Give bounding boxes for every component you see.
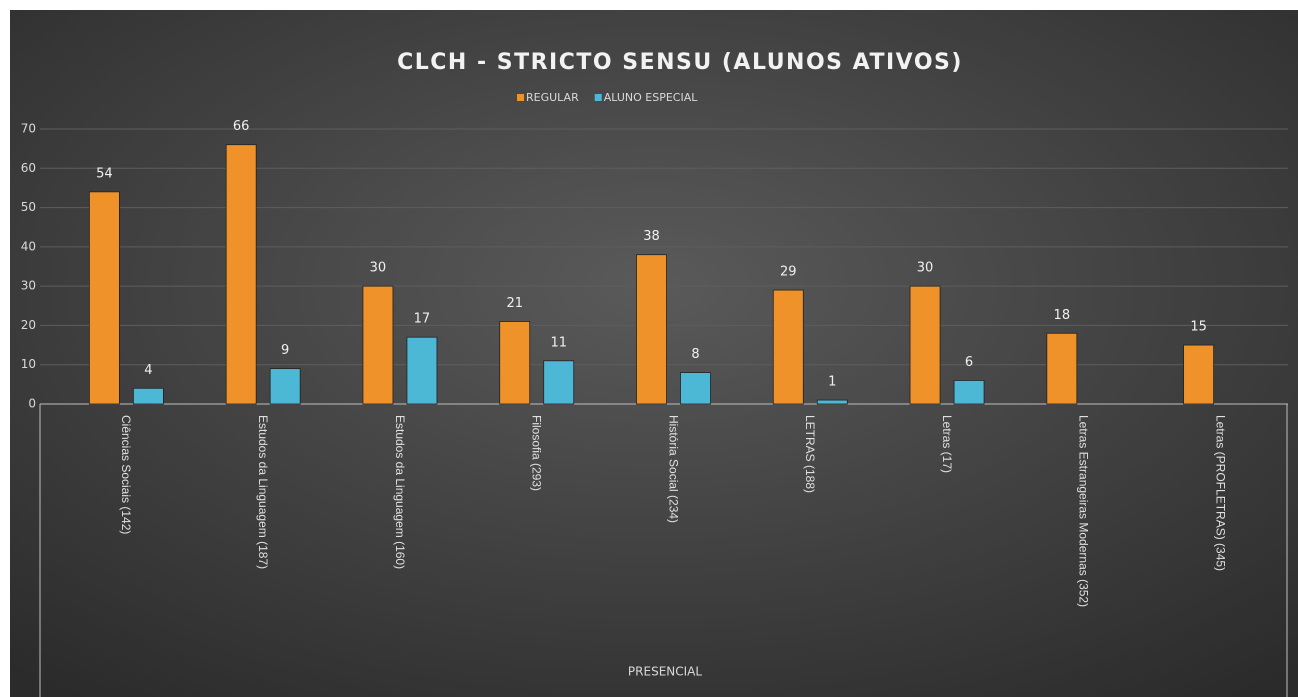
legend-swatch <box>594 94 602 101</box>
bar <box>362 285 394 405</box>
value-label: 29 <box>780 265 797 280</box>
legend-swatch <box>517 94 524 101</box>
bar <box>225 144 257 405</box>
x-tick-label: Estudos da Linguagem (187) <box>256 415 270 569</box>
bar <box>953 380 985 405</box>
x-tick-label: Letras (17) <box>940 415 954 473</box>
value-label: 9 <box>281 343 289 358</box>
bar <box>680 372 711 405</box>
bar <box>499 321 531 405</box>
bar <box>636 254 667 405</box>
bar <box>406 336 438 405</box>
x-tick-label: História Social (234) <box>666 415 680 523</box>
value-label: 1 <box>828 375 836 390</box>
x-tick-label: Estudos da Linguagem (160) <box>393 415 407 569</box>
value-label: 6 <box>965 355 973 370</box>
bar <box>1183 344 1215 405</box>
x-tick-label: Letras (PROFLETRAS) (345) <box>1213 415 1227 571</box>
value-label: 30 <box>917 261 934 276</box>
y-tick-label: 30 <box>21 279 36 293</box>
legend-label: ALUNO ESPECIAL <box>604 91 699 104</box>
value-label: 21 <box>506 296 523 311</box>
y-tick-label: 10 <box>21 357 36 371</box>
bar <box>269 368 301 405</box>
bar <box>543 360 575 405</box>
y-tick-label: 50 <box>21 200 36 214</box>
value-label: 15 <box>1190 320 1207 335</box>
group-label: PRESENCIAL <box>628 665 702 679</box>
value-label: 18 <box>1054 308 1071 323</box>
bar <box>909 285 941 405</box>
bar <box>88 191 120 405</box>
x-tick-label: Filosofia (293) <box>530 415 544 491</box>
value-label: 4 <box>144 363 152 378</box>
bar <box>132 387 164 405</box>
x-tick-label: Letras Estrangeiras Modernas (352) <box>1077 415 1091 607</box>
value-label: 8 <box>691 347 699 362</box>
value-label: 30 <box>370 261 387 276</box>
bar <box>816 399 848 405</box>
x-tick-label: LETRAS (188) <box>803 415 817 493</box>
bar <box>1046 332 1078 405</box>
y-tick-label: 70 <box>21 122 36 136</box>
y-tick-label: 20 <box>21 318 36 332</box>
value-label: 38 <box>643 229 660 244</box>
chart-title: CLCH - STRICTO SENSU (ALUNOS ATIVOS) <box>397 50 963 75</box>
x-tick-label: Ciências Sociais (142) <box>119 415 133 534</box>
y-tick-label: 40 <box>21 239 36 253</box>
value-label: 66 <box>233 119 250 134</box>
value-label: 54 <box>96 166 113 181</box>
y-tick-label: 60 <box>21 161 36 175</box>
value-label: 11 <box>550 335 567 350</box>
value-label: 17 <box>414 312 431 327</box>
y-tick-label: 0 <box>28 397 36 411</box>
bar <box>772 289 804 405</box>
legend-label: REGULAR <box>526 91 579 104</box>
